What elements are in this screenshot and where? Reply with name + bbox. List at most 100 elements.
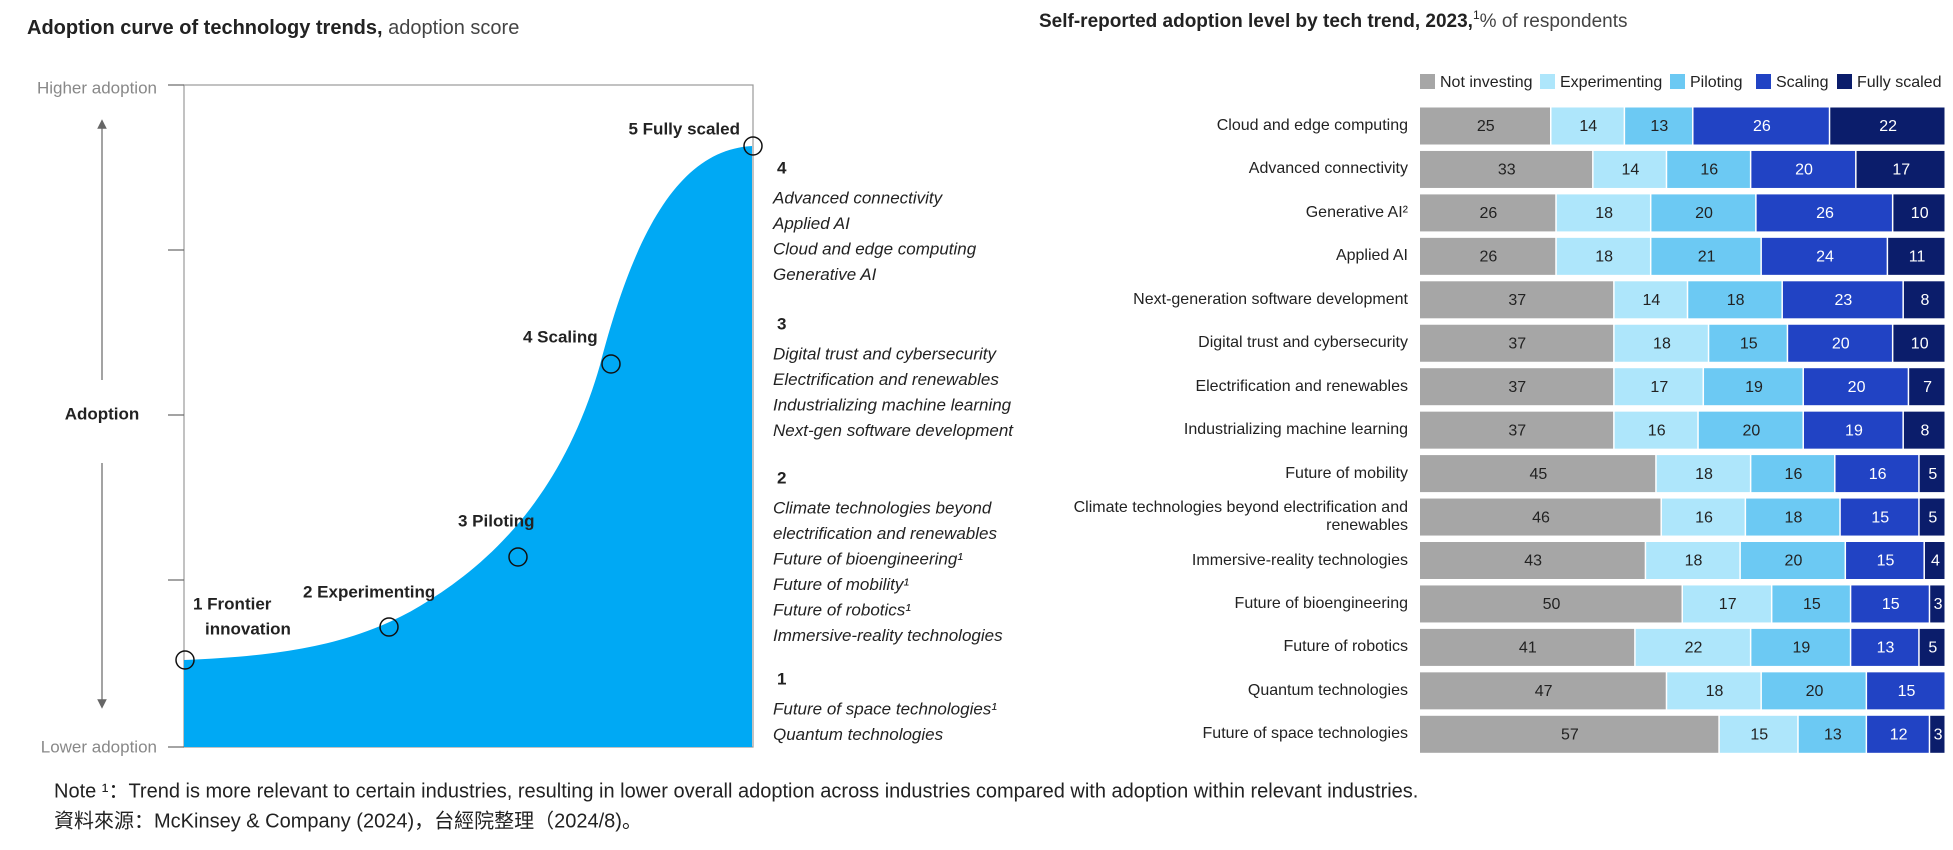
stage-label: 2 Experimenting: [303, 582, 435, 601]
bar-segment: [1688, 281, 1782, 319]
category-label: Cloud and edge computing: [1216, 117, 1408, 134]
bar-segment: [1420, 107, 1550, 145]
value-label: 17: [1719, 596, 1737, 613]
category-label: Climate technologies beyond electrificat…: [1073, 499, 1408, 535]
value-label: 17: [1650, 379, 1668, 396]
bar-segment: [1919, 628, 1945, 666]
value-label: 16: [1869, 466, 1887, 483]
category-label: Digital trust and cybersecurity: [1198, 334, 1408, 352]
bar-segment: [1693, 107, 1829, 145]
bar-segment: [1761, 672, 1866, 710]
value-label: 50: [1543, 596, 1561, 613]
group-item: Applied AI: [772, 214, 850, 233]
value-label: 15: [1871, 509, 1889, 526]
bar-segment: [1856, 150, 1945, 188]
bar-segment: [1751, 628, 1850, 666]
legend-label: Fully scaled: [1857, 74, 1941, 91]
legend-swatch: [1420, 74, 1435, 89]
bar-segment: [1614, 281, 1687, 319]
bar-segment: [1420, 237, 1556, 275]
value-label: 14: [1643, 292, 1661, 309]
bar-segment: [1656, 455, 1750, 493]
value-label: 41: [1519, 640, 1537, 657]
source: 資料來源：McKinsey & Company (2024)，台經院整理（202…: [54, 809, 642, 832]
y-top-label: Higher adoption: [37, 78, 157, 97]
legend-label: Experimenting: [1560, 74, 1662, 91]
value-label: 5: [1928, 640, 1937, 657]
category-label: Future of robotics: [1283, 638, 1409, 656]
bar-segment: [1704, 368, 1803, 406]
bar-segment: [1709, 324, 1787, 362]
value-label: 15: [1750, 727, 1768, 744]
bar-segment: [1846, 542, 1924, 579]
value-label: 19: [1845, 422, 1863, 439]
legend-label: Scaling: [1776, 74, 1828, 91]
group-item: Future of space technologies¹: [773, 699, 997, 718]
value-label: 25: [1477, 118, 1495, 135]
bar-segment: [1614, 324, 1708, 362]
value-label: 14: [1622, 162, 1640, 179]
bar-segment: [1930, 715, 1945, 753]
value-label: 15: [1882, 596, 1900, 613]
value-label: 15: [1877, 553, 1895, 570]
value-label: 26: [1479, 249, 1497, 266]
bar-segment: [1751, 455, 1835, 493]
note: Note ¹：Trend is more relevant to certain…: [54, 780, 1418, 802]
value-label: 10: [1911, 335, 1929, 352]
bar-segment: [1756, 194, 1892, 232]
value-label: 13: [1824, 727, 1842, 744]
value-label: 20: [1742, 422, 1760, 439]
value-label: 46: [1532, 509, 1550, 526]
bar-segment: [1651, 194, 1756, 232]
value-label: 11: [1909, 249, 1926, 266]
value-label: 19: [1745, 379, 1763, 396]
bar-segment: [1667, 672, 1761, 710]
category-label: Future of bioengineering: [1234, 594, 1408, 612]
value-label: 20: [1695, 205, 1713, 222]
bar-segment: [1909, 368, 1945, 406]
value-label: 16: [1648, 422, 1666, 439]
bar-segment: [1919, 455, 1945, 493]
bar-segment: [1420, 411, 1614, 449]
bar-segment: [1803, 368, 1908, 406]
bar-segment: [1867, 672, 1945, 710]
bar-segment: [1903, 281, 1945, 319]
bar-segment: [1646, 542, 1740, 579]
bar-segment: [1919, 498, 1945, 536]
group-item: Advanced connectivity: [772, 188, 944, 207]
value-label: 22: [1685, 640, 1703, 657]
group-item: electrification and renewables: [773, 524, 997, 543]
adoption-area: [184, 146, 752, 747]
bar-segment: [1420, 281, 1614, 319]
bar-segment: [1719, 715, 1798, 753]
category-label: Future of mobility: [1285, 464, 1408, 482]
bar-segment: [1888, 237, 1945, 275]
bar-segment: [1761, 237, 1887, 275]
value-label: 20: [1795, 162, 1813, 179]
bar-segment: [1635, 628, 1750, 666]
y-bottom-label: Lower adoption: [41, 737, 157, 756]
stage-label: 1 Frontier: [193, 594, 272, 613]
bar-segment: [1420, 672, 1666, 710]
value-label: 8: [1921, 292, 1930, 309]
bar-segment: [1420, 368, 1614, 406]
group-label: 3: [777, 314, 786, 333]
bar-segment: [1788, 324, 1892, 362]
category-label: Industrializing machine learning: [1183, 421, 1408, 439]
value-label: 37: [1508, 335, 1526, 352]
value-label: 3: [1934, 727, 1943, 744]
bar-segment: [1803, 411, 1903, 449]
legend-swatch: [1756, 74, 1771, 89]
stage-label: 5 Fully scaled: [629, 119, 741, 138]
value-label: 5: [1928, 509, 1937, 526]
value-label: 45: [1529, 466, 1547, 483]
bar-segment: [1740, 542, 1845, 579]
value-label: 47: [1535, 683, 1553, 700]
group-item: Electrification and renewables: [773, 370, 999, 389]
bar-segment: [1420, 455, 1656, 493]
bar-segment: [1903, 411, 1945, 449]
legend-swatch: [1540, 74, 1555, 89]
bar-segment: [1651, 237, 1761, 275]
category-label: Immersive-reality technologies: [1191, 551, 1408, 569]
group-item: Future of robotics¹: [773, 600, 911, 619]
